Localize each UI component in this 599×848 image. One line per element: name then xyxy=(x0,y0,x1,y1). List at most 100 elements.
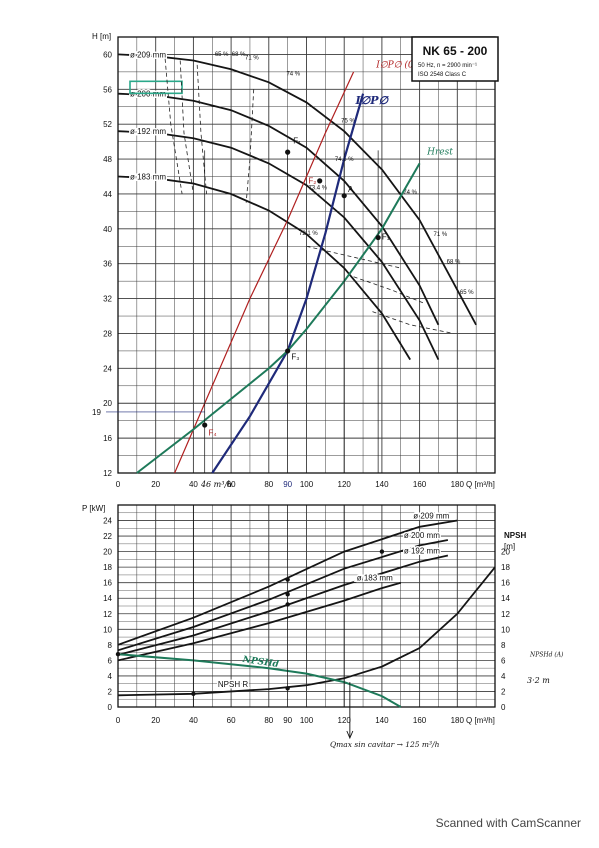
y-tick-label: 20 xyxy=(103,548,112,557)
x46-note: 46 m³/h xyxy=(200,480,232,489)
x-tick-label: 0 xyxy=(116,716,121,725)
y2-tick-label: 8 xyxy=(501,641,506,650)
y-tick-label: 0 xyxy=(108,703,113,712)
x-tick-label: 160 xyxy=(413,716,427,725)
plot-frame xyxy=(117,504,496,708)
power-curve xyxy=(117,519,458,646)
y2-tick-label: 12 xyxy=(501,610,510,619)
x-tick-label: 140 xyxy=(375,716,389,725)
head-curve xyxy=(117,53,477,326)
operating-point xyxy=(202,422,208,428)
y2-tick-label: 20 xyxy=(501,548,510,557)
head-curve-label: ø 200 mm xyxy=(130,90,166,99)
head-curve-label: ø 209 mm xyxy=(130,50,166,59)
x-tick-label: 100 xyxy=(300,480,314,489)
y-tick-label: 22 xyxy=(103,532,112,541)
red-hand-line xyxy=(174,71,355,474)
efficiency-label: 75 % xyxy=(341,118,355,124)
selected-diameter-highlight xyxy=(129,80,183,95)
y-tick-label: 24 xyxy=(103,517,112,526)
x-tick-label: 20 xyxy=(151,480,160,489)
y-tick-label: 36 xyxy=(103,260,112,269)
y2-axis-label-unit: [m] xyxy=(504,542,515,551)
head-curve xyxy=(117,175,411,361)
head-chart: 12 16 20 24 28 32 36 40 44 48 52 56 60 0 20 40 60 80 100 12… xyxy=(92,32,496,489)
y-tick-label: 14 xyxy=(103,594,112,603)
qmax-note: Qmax sin cavitar → 125 m³/h xyxy=(330,740,440,749)
npshr-label: NPSH R xyxy=(218,680,248,689)
title-box-frame xyxy=(411,36,499,82)
y-tick-label: 32 xyxy=(103,295,112,304)
efficiency-isoline xyxy=(179,60,194,195)
operating-point xyxy=(375,234,381,241)
scanner-watermark: Scanned with CamScanner xyxy=(435,816,581,830)
y-tick-label: 48 xyxy=(103,155,112,164)
power-curve xyxy=(117,554,449,656)
y-tick-label: 4 xyxy=(108,672,113,681)
y-tick-label: 28 xyxy=(103,329,112,338)
point-label-a: A xyxy=(348,185,354,194)
pump-title-box: NK 65 - 200 50 Hz, n = 2900 min⁻¹ ISO 25… xyxy=(411,36,499,82)
x-tick-label: 80 xyxy=(264,716,273,725)
y-tick-label: 60 xyxy=(103,50,112,59)
operating-point xyxy=(285,149,291,155)
plot-frame xyxy=(117,36,496,474)
y2-tick-label: 14 xyxy=(501,594,510,603)
power-curve xyxy=(117,581,402,662)
power-curve-label: ø 183 mm xyxy=(357,574,393,583)
y2-tick-label: 0 xyxy=(501,703,506,712)
operating-point xyxy=(341,193,347,199)
ipso-red-note: I∅P∅ (0) xyxy=(375,60,417,71)
efficiency-label: 65 % xyxy=(460,290,474,296)
pump-speed: 50 Hz, n = 2900 min⁻¹ xyxy=(418,63,477,69)
y-tick-label: 18 xyxy=(103,563,112,572)
x-tick-label: 180 xyxy=(451,480,465,489)
efficiency-isoline xyxy=(164,58,183,195)
x-tick-label: 80 xyxy=(264,480,273,489)
y-tick-label: 24 xyxy=(103,364,112,373)
efficiency-label: 72.1 % xyxy=(299,231,318,237)
y2-tick-label: 10 xyxy=(501,625,510,634)
power-point xyxy=(379,549,385,554)
npsh-note: NPSHd (A) xyxy=(529,652,564,659)
operating-point xyxy=(317,178,323,184)
y19-note: 19 xyxy=(92,408,101,417)
x-tick-label: 140 xyxy=(375,480,389,489)
npsh-value-note: 3·2 m xyxy=(527,676,550,685)
y-tick-label: 44 xyxy=(103,190,112,199)
y2-tick-label: 4 xyxy=(501,672,506,681)
y-tick-label: 12 xyxy=(103,469,112,478)
x-tick-label: 20 xyxy=(151,716,160,725)
y-axis-label: P [kW] xyxy=(82,504,105,513)
operating-point xyxy=(285,348,291,354)
x90-note: 90 xyxy=(283,480,292,489)
head-curve-label: ø 192 mm xyxy=(130,127,166,136)
x-tick-label: 100 xyxy=(300,716,314,725)
x-tick-label: 60 xyxy=(227,480,236,489)
y2-tick-label: 6 xyxy=(501,656,506,665)
x-tick-label: 180 xyxy=(451,716,465,725)
y-tick-label: 16 xyxy=(103,579,112,588)
efficiency-label: 74 % xyxy=(286,71,300,77)
x-axis-label: Q [m³/h] xyxy=(466,716,495,725)
efficiency-label: 65 % xyxy=(215,52,229,58)
point-label-f1b: F₁ xyxy=(382,232,390,241)
y-tick-label: 56 xyxy=(103,85,112,94)
y-tick-label: 6 xyxy=(108,656,113,665)
efficiency-isoline xyxy=(245,89,255,203)
y-tick-label: 16 xyxy=(103,434,112,443)
power-point xyxy=(115,651,121,657)
point-label-f1: F₁ xyxy=(293,136,301,145)
y-tick-label: 2 xyxy=(108,687,113,696)
pump-model: NK 65 - 200 xyxy=(423,44,488,58)
y-tick-label: 52 xyxy=(103,120,112,129)
x-tick-label: 120 xyxy=(338,480,352,489)
pump-standard: ISO 2548 Class C xyxy=(418,72,467,78)
ipso-blue-note: I∅P∅ xyxy=(355,94,390,107)
x-tick-label: 120 xyxy=(338,716,352,725)
hrest-note: Hrest xyxy=(426,148,453,158)
y2-axis-label-npsh: NPSH xyxy=(504,531,526,540)
efficiency-label: 71 % xyxy=(245,56,259,62)
power-curve-label: ø 192 mm xyxy=(404,547,440,556)
